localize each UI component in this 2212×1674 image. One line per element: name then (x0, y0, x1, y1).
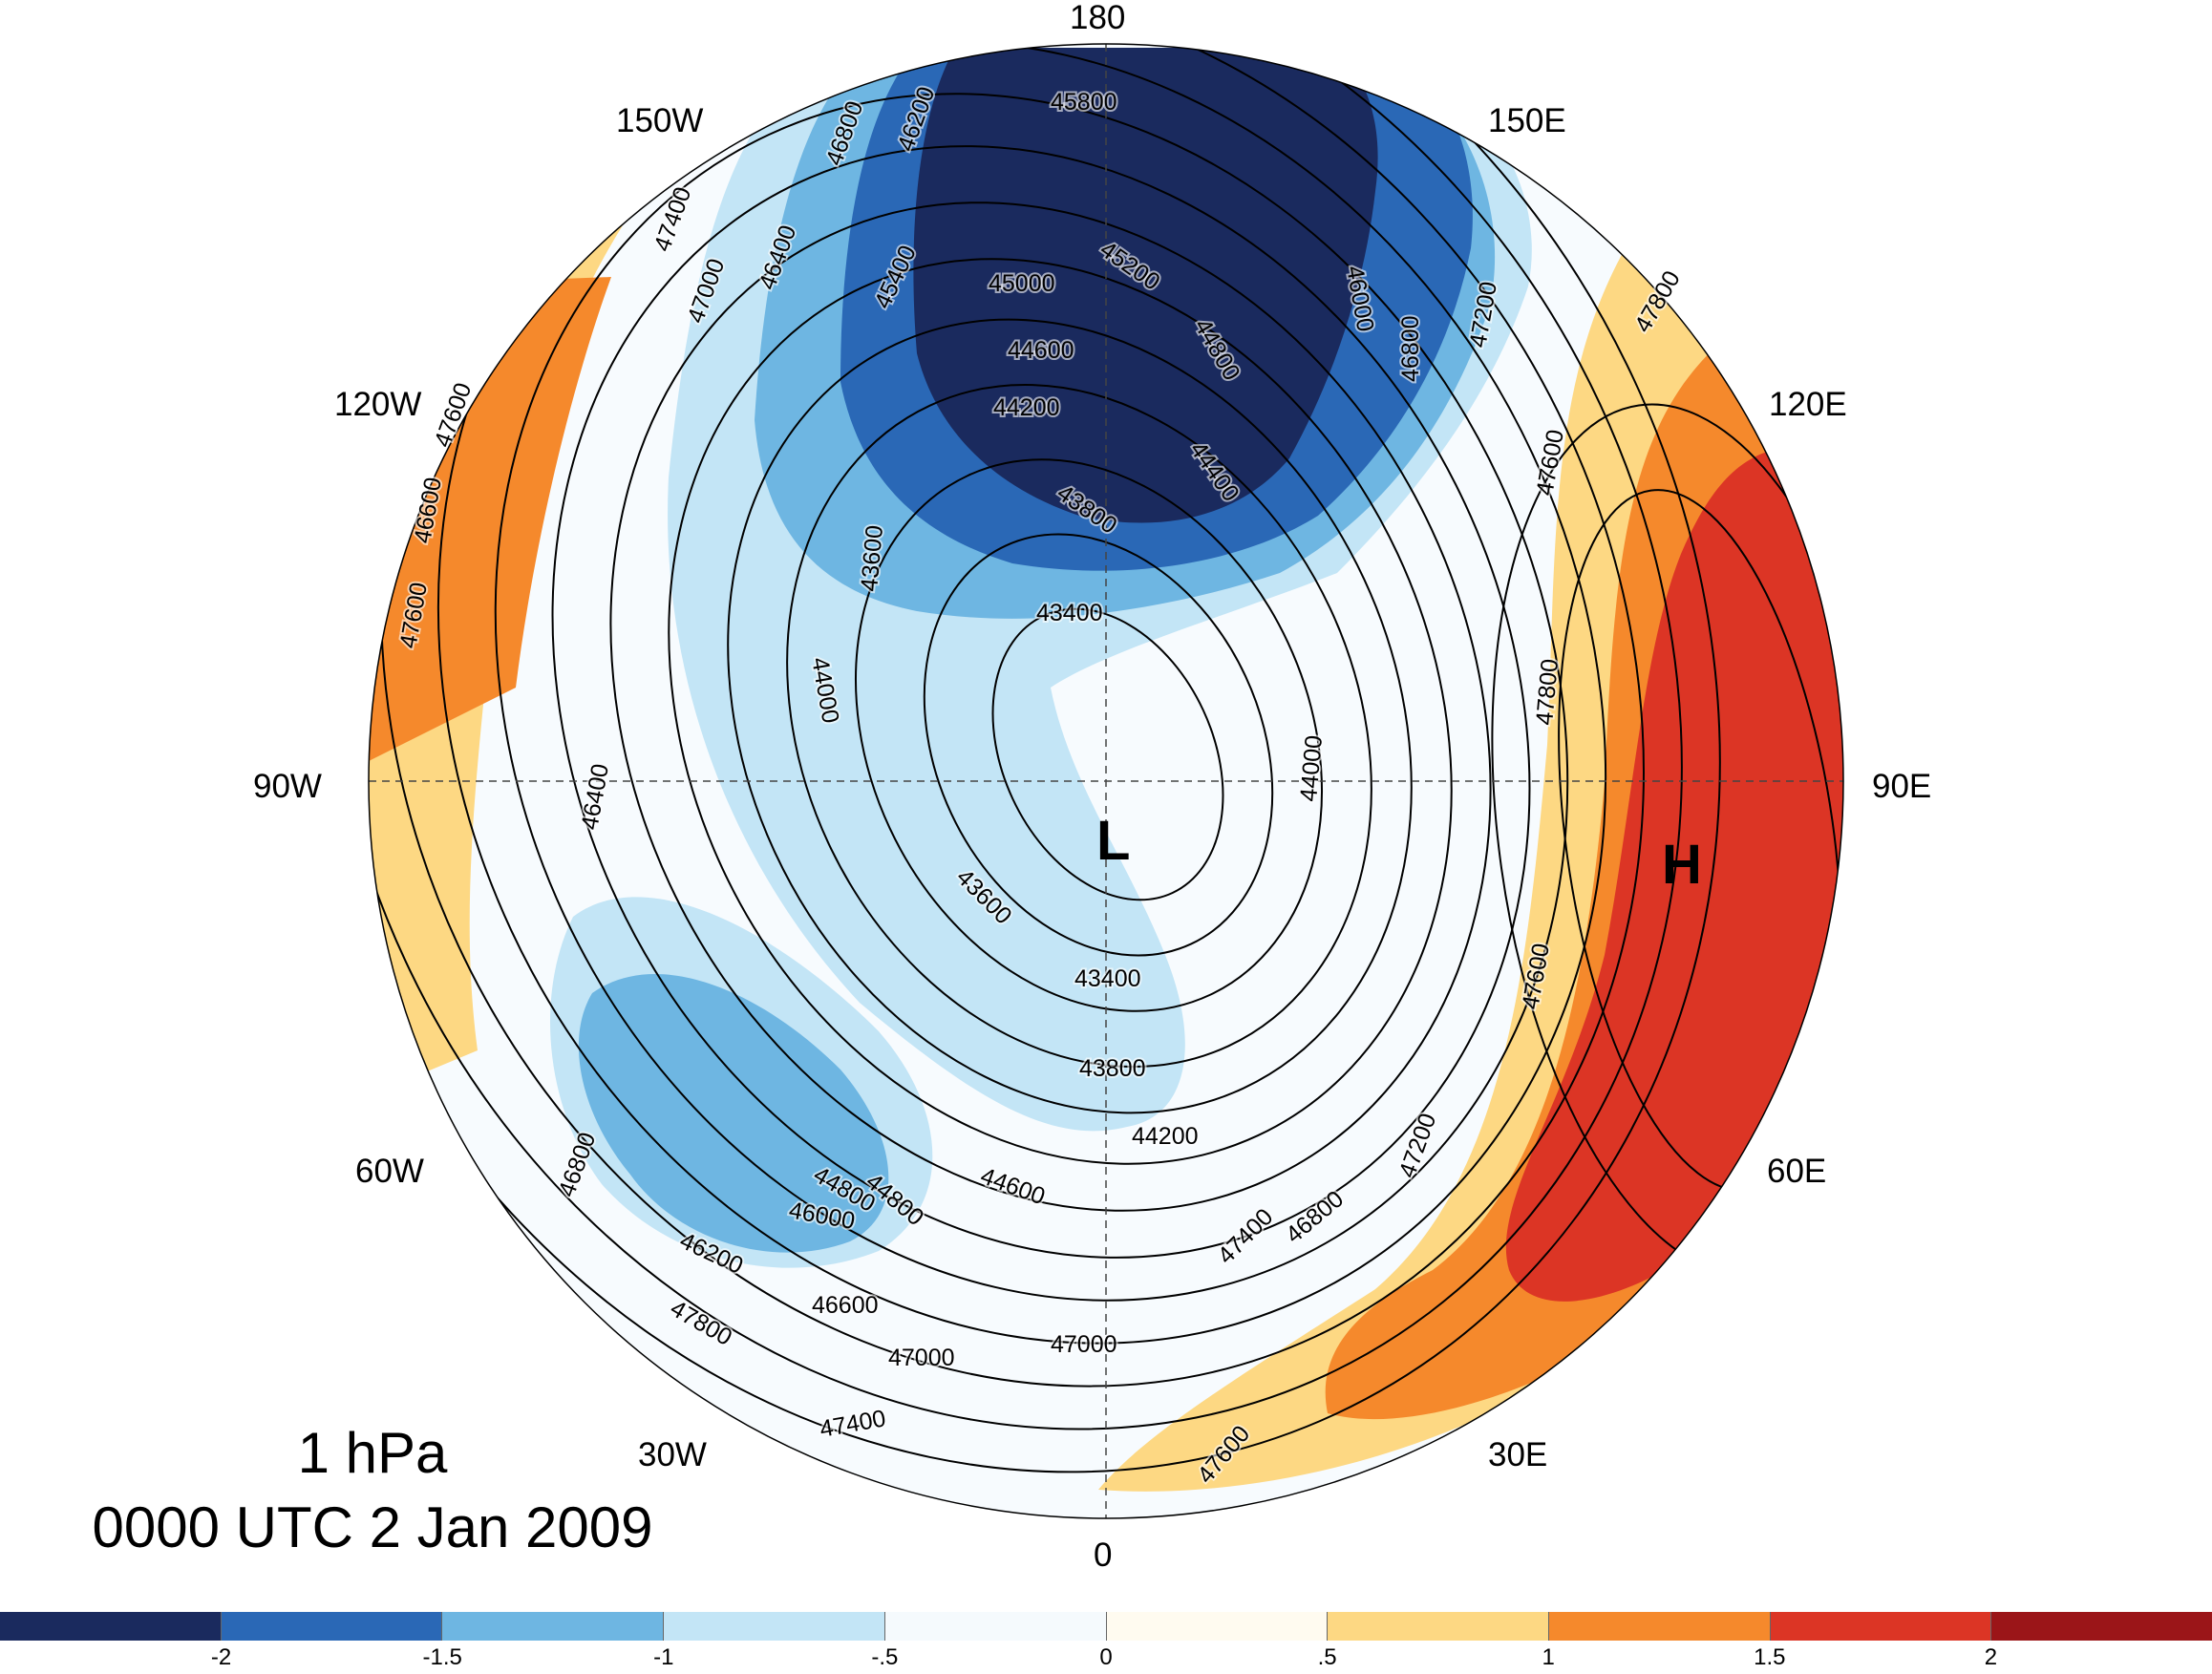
contour-label: 44600 (1008, 337, 1074, 364)
contour-line (727, 318, 1413, 1114)
contour-line (786, 383, 1372, 1069)
lon-label-120e: 120E (1769, 386, 1847, 423)
contour-line (609, 201, 1492, 1212)
low-center-label: L (1096, 810, 1130, 872)
contour-line (668, 258, 1453, 1165)
contour-label: 45800 (1051, 89, 1117, 116)
longitude-labels: 180 150E 120E 90E 60E 30E 0 30W 60W 90W … (253, 0, 1931, 1574)
contour-line (923, 533, 1274, 957)
plot-title-time: 0000 UTC 2 Jan 2009 (92, 1495, 653, 1559)
contour-label: 43400 (1074, 965, 1141, 992)
colorbar-tick-label: -2 (210, 1644, 232, 1670)
colorbar-tick-label: 1 (1542, 1644, 1555, 1670)
lon-label-90e: 90E (1872, 768, 1931, 805)
colorbar-swatch (0, 1612, 221, 1641)
contour-label: 46600 (812, 1292, 879, 1319)
colorbar-swatch (441, 1612, 664, 1641)
shade-neg-10-south (578, 973, 889, 1253)
lon-label-0: 0 (1094, 1536, 1112, 1574)
contour-line (551, 145, 1531, 1259)
contour-label: 46800 (1397, 315, 1424, 382)
colorbar-tick-label: -.5 (871, 1644, 899, 1670)
contour-label: 43800 (1079, 1055, 1146, 1082)
contour-line (991, 607, 1224, 901)
colorbar-swatch (220, 1612, 442, 1641)
shade-neg-20 (913, 48, 1378, 523)
colorbar (0, 1612, 2212, 1641)
graticule (369, 44, 1843, 1518)
colorbar-swatch (663, 1612, 884, 1641)
colorbar-swatch (1990, 1612, 2212, 1641)
colorbar-tick-label: -1.5 (422, 1644, 462, 1670)
contour-line (369, 44, 1683, 1430)
lon-label-90w: 90W (253, 768, 322, 805)
contour-label: 43400 (1036, 600, 1103, 626)
map-boundary (368, 43, 1844, 1519)
colorbar-swatch (1327, 1612, 1548, 1641)
lon-label-180: 180 (1070, 0, 1125, 36)
lon-label-60w: 60W (355, 1153, 424, 1190)
lon-label-120w: 120W (334, 386, 421, 423)
contour-line (369, 44, 1721, 1473)
colorbar-tick-label: .5 (1317, 1644, 1337, 1670)
contour-label: 47000 (888, 1345, 955, 1371)
polar-map: 45800 46200 46800 47400 47000 46400 4760… (253, 0, 1931, 1574)
colorbar-tick-labels: -2 -1.5 -1 -.5 0 .5 1 1.5 2 (0, 1644, 2212, 1674)
colorbar-swatch (1105, 1612, 1328, 1641)
contour-line (380, 44, 1645, 1388)
colorbar-swatch (1547, 1612, 1770, 1641)
contour-line (494, 93, 1569, 1302)
lon-label-150w: 150W (616, 102, 703, 139)
plot-title-level: 1 hPa (297, 1421, 448, 1485)
colorbar-tick-label: 0 (1099, 1644, 1113, 1670)
high-center-label: H (1662, 834, 1702, 896)
lon-label-30w: 30W (638, 1436, 707, 1473)
contour-line (855, 458, 1323, 1012)
colorbar-tick-label: -1 (653, 1644, 674, 1670)
contour-label: 44000 (1295, 734, 1328, 803)
lon-label-30e: 30E (1488, 1436, 1547, 1473)
contour-label: 45000 (989, 270, 1055, 297)
colorbar-tick-label: 1.5 (1754, 1644, 1786, 1670)
contour-label: 44200 (993, 394, 1060, 421)
contour-label: 47000 (1051, 1331, 1117, 1358)
contour-label: 44200 (1132, 1123, 1199, 1150)
lon-label-150e: 150E (1488, 102, 1566, 139)
colorbar-swatch (1769, 1612, 1991, 1641)
colorbar-swatch (883, 1612, 1106, 1641)
colorbar-tick-label: 2 (1984, 1644, 1998, 1670)
lon-label-60e: 60E (1767, 1153, 1826, 1190)
